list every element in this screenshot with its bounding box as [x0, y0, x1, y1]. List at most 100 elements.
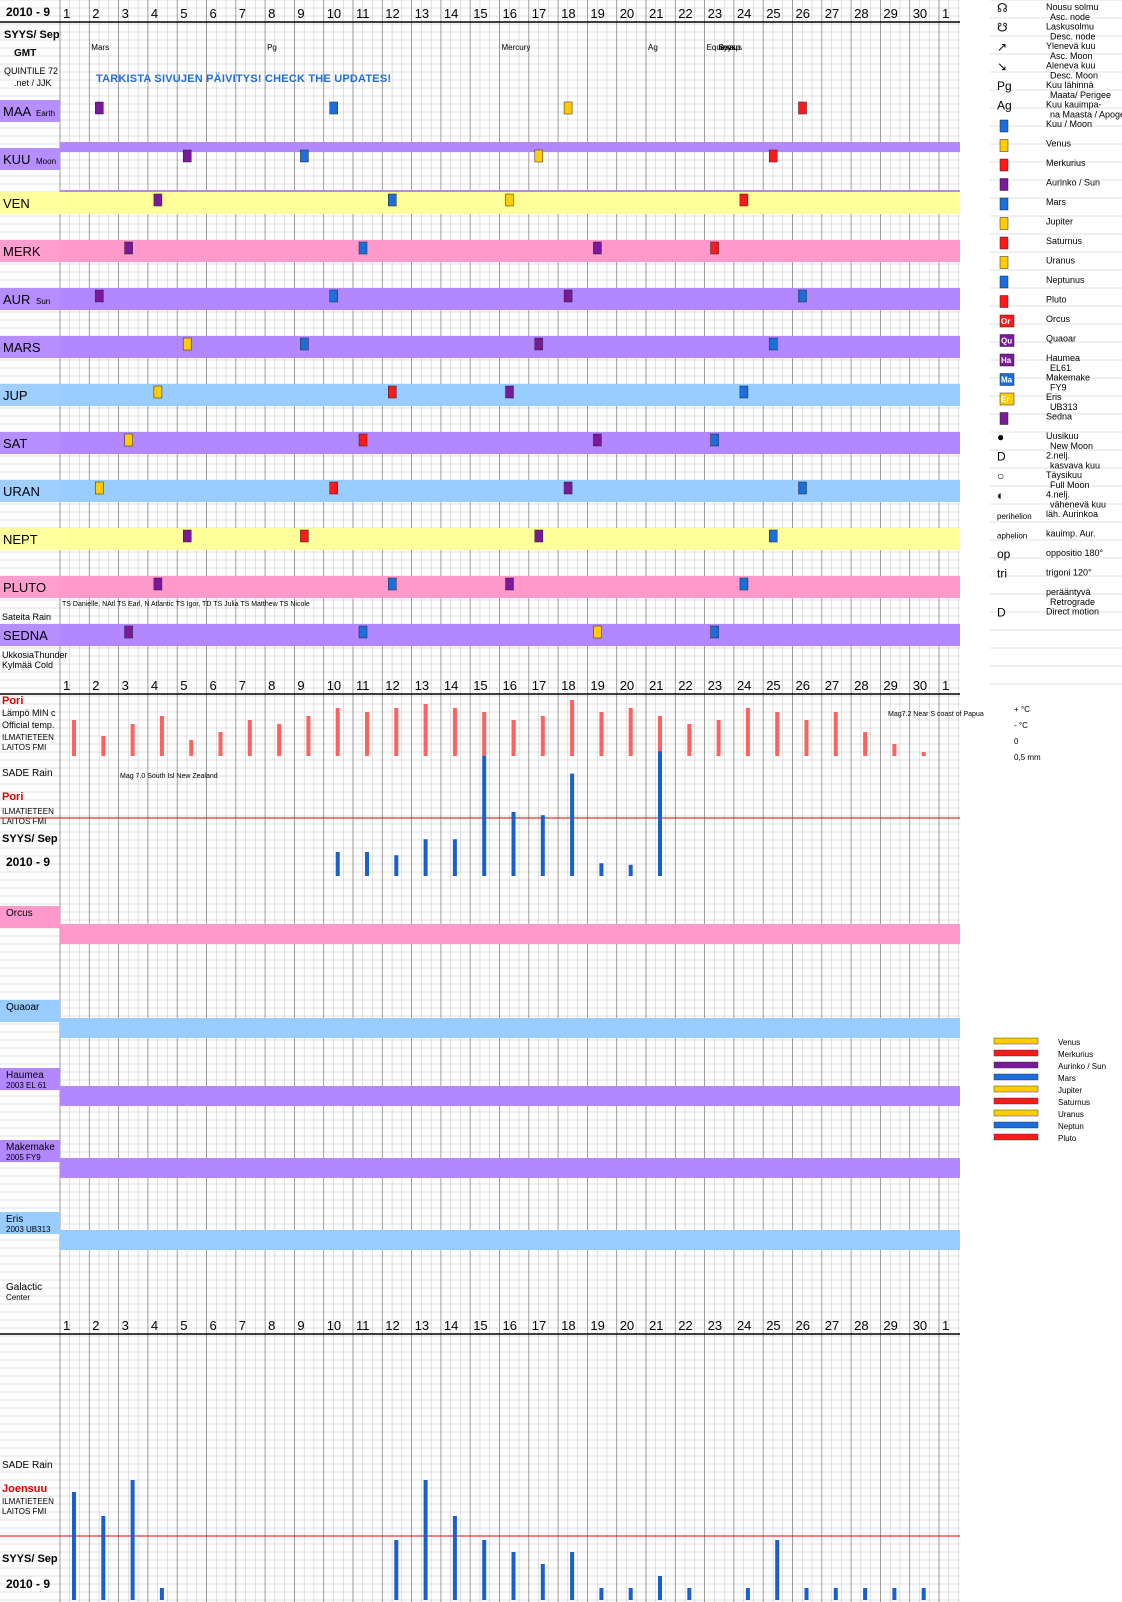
- planet-row-pluto: PLUTO: [0, 576, 960, 598]
- bar-legend-text: Aurinko / Sun: [1058, 1062, 1106, 1071]
- day-label: 11: [356, 6, 370, 21]
- day-label: 26: [796, 6, 810, 21]
- day-label: 14: [444, 1318, 458, 1333]
- planet-row-mars: MARS: [0, 336, 960, 358]
- planet-row-merk: MERK: [0, 240, 960, 262]
- event-label: tasaus: [718, 43, 742, 52]
- legend-text: Saturnus: [1046, 236, 1083, 246]
- legend-symbol: Ag: [997, 99, 1012, 113]
- legend-text: Maata/ Perigee: [1050, 90, 1111, 100]
- official-temp-label: Official temp.: [2, 720, 54, 730]
- day-label: 29: [883, 678, 897, 693]
- tno-row-orcus: Orcus: [0, 906, 960, 944]
- legend-text: Kuu kauimpa-: [1046, 100, 1102, 110]
- bar-legend-text: Venus: [1058, 1038, 1080, 1047]
- legend-symbol: op: [997, 547, 1011, 561]
- aspect-mark: [388, 577, 397, 591]
- planet-row-sublabel: Moon: [36, 157, 56, 166]
- fmi-label: LAITOS FMI: [2, 817, 46, 826]
- day-label: 1: [63, 678, 70, 693]
- day-label: 17: [532, 6, 546, 21]
- bar-21: [658, 1576, 662, 1600]
- bar-legend-swatch: [993, 1121, 1039, 1129]
- bar-25: [775, 712, 780, 756]
- day-label: 19: [590, 6, 604, 21]
- day-label: 5: [180, 6, 187, 21]
- bar-1: [72, 720, 76, 756]
- aspect-mark: [710, 433, 719, 447]
- legend-swatch: [999, 217, 1009, 230]
- aspect-mark: [300, 149, 309, 163]
- day-label: 30: [913, 1318, 927, 1333]
- legend-symbol: perihelion: [997, 512, 1032, 521]
- legend-text: Kuu / Moon: [1046, 119, 1092, 129]
- bar-14: [452, 1516, 457, 1600]
- tno-row-label: Haumea: [6, 1070, 44, 1081]
- update-notice[interactable]: TARKISTA SIVUJEN PÄIVITYS! CHECK THE UPD…: [96, 73, 392, 85]
- source-label: QUINTILE 72: [4, 66, 58, 76]
- aspect-mark: [798, 289, 807, 303]
- day-label: 21: [649, 1318, 663, 1333]
- day-label: 24: [737, 678, 751, 693]
- aspect-mark: [95, 289, 104, 303]
- event-label: Syysp.: [718, 43, 742, 52]
- bar-28: [863, 1588, 868, 1600]
- bar-legend-swatch: [993, 1109, 1039, 1117]
- tno-row-label: Orcus: [6, 908, 33, 919]
- day-label: 13: [415, 1318, 429, 1333]
- legend-text: trigoni 120°: [1046, 568, 1092, 578]
- legend-text: kasvava kuu: [1050, 461, 1100, 471]
- legend-symbol: Ma: [1001, 376, 1013, 385]
- day-label: 6: [210, 678, 217, 693]
- bar-28: [863, 732, 868, 756]
- day-label: 10: [327, 678, 341, 693]
- legend-text: Direct motion: [1046, 607, 1099, 617]
- day-label: 15: [473, 1318, 487, 1333]
- bar-20: [628, 708, 633, 756]
- day-label: 22: [678, 678, 692, 693]
- planet-row-label: JUP: [3, 388, 28, 403]
- tno-row-sublabel: 2003 EL 61: [6, 1081, 47, 1090]
- day-label: 25: [766, 6, 780, 21]
- day-label: 1: [942, 678, 949, 693]
- aspect-mark: [358, 625, 368, 639]
- legend-text: 2.nelj.: [1046, 451, 1070, 461]
- day-label: 27: [825, 678, 839, 693]
- day-label: 30: [913, 678, 927, 693]
- bar-14: [452, 708, 457, 756]
- planet-row-jup: JUP: [0, 384, 960, 406]
- day-label: 12: [385, 1318, 399, 1333]
- aspect-mark: [358, 241, 368, 255]
- day-label: 2: [92, 6, 99, 21]
- month-label: SYYS/ Sep: [2, 1553, 58, 1565]
- legend-text: Full Moon: [1050, 480, 1090, 490]
- legend-text: Uranus: [1046, 256, 1076, 266]
- day-label: 16: [503, 6, 517, 21]
- legend-symbol: D: [997, 450, 1006, 464]
- aspect-mark: [768, 337, 778, 351]
- day-label: 4: [151, 1318, 158, 1333]
- day-label: 11: [356, 1318, 370, 1333]
- legend-text: Desc. node: [1050, 32, 1096, 42]
- aspect-mark: [768, 529, 778, 543]
- day-label: 30: [913, 6, 927, 21]
- day-label: 22: [678, 6, 692, 21]
- aspect-mark: [124, 625, 133, 639]
- bar-13: [423, 839, 428, 876]
- legend-text: Quaoar: [1046, 334, 1076, 344]
- tno-row-sublabel: 2005 FY9: [6, 1153, 41, 1162]
- bar-4: [159, 716, 164, 756]
- aspect-mark: [153, 193, 163, 207]
- legend-text: Desc. Moon: [1050, 71, 1098, 81]
- day-label: 29: [883, 1318, 897, 1333]
- legend-text: Asc. node: [1050, 12, 1090, 22]
- bar-12: [394, 708, 399, 756]
- legend-text: Nousu solmu: [1046, 2, 1099, 12]
- planet-row-label: URAN: [3, 484, 40, 499]
- aspect-mark: [358, 433, 368, 447]
- legend-swatch: [999, 275, 1009, 289]
- day-label: 17: [532, 678, 546, 693]
- day-label: 4: [151, 678, 158, 693]
- planet-row-label: PLUTO: [3, 580, 46, 595]
